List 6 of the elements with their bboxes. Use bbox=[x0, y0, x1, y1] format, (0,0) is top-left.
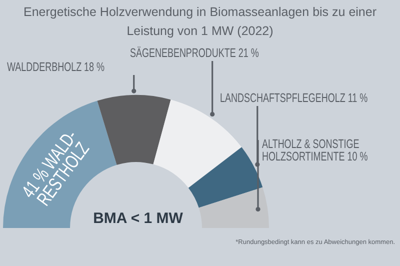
slice-label: WALDDERBHOLZ 18 % bbox=[7, 60, 105, 74]
slice-label: SÄGENEBENPRODUKTE 21 % bbox=[130, 46, 260, 60]
slice-label: LANDSCHAFTSPFLEGEHOLZ 11 % bbox=[220, 92, 368, 106]
text: BMA < 1 MW bbox=[93, 210, 184, 227]
slice-label: ALTHOLZ & SONSTIGE HOLZSORTIMENTE 10 % bbox=[262, 138, 368, 164]
chart-title: Energetische Holzverwendung in Biomasseanlagen bis zu einer Leistung von 1 MW (2022) bbox=[24, 5, 376, 38]
